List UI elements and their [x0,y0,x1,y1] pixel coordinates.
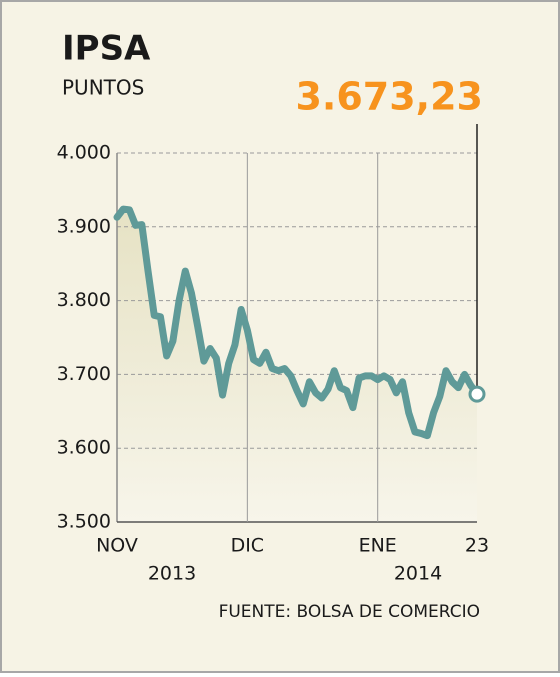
plot: 3.500 3.600 3.700 3.800 3.900 4.000 NOV DIC ENE 2… [57,75,490,585]
y-tick-label: 4.000 [57,142,111,164]
x-tick-label: ENE [359,535,397,557]
y-tick-label: 3.600 [57,437,111,459]
x-tick-label: NOV [96,535,138,557]
y-tick-label: 3.700 [57,363,111,385]
y-tick-label: 3.800 [57,289,111,311]
source: FUENTE: BOLSA DE COMERCIO [219,602,480,622]
y-tick-label: 3.900 [57,215,111,237]
value-label: 3.673,23 [295,75,483,119]
x-year-label: 2014 [394,563,442,585]
end-marker [468,385,486,403]
x-year-label: 2013 [148,563,196,585]
line [113,205,481,440]
area [117,209,477,522]
y-tick-label: 3.500 [57,511,111,533]
chart-title: IPSA [62,29,151,69]
chart-subtitle: PUNTOS [62,76,144,100]
x-tick-label: 23 [465,535,489,557]
x-tick-label: DIC [231,535,265,557]
